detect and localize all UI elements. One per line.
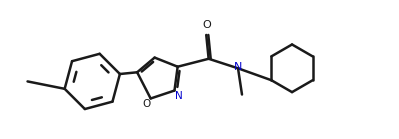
Text: O: O: [142, 99, 151, 109]
Text: N: N: [175, 91, 182, 101]
Text: O: O: [202, 20, 211, 30]
Text: N: N: [234, 62, 243, 72]
